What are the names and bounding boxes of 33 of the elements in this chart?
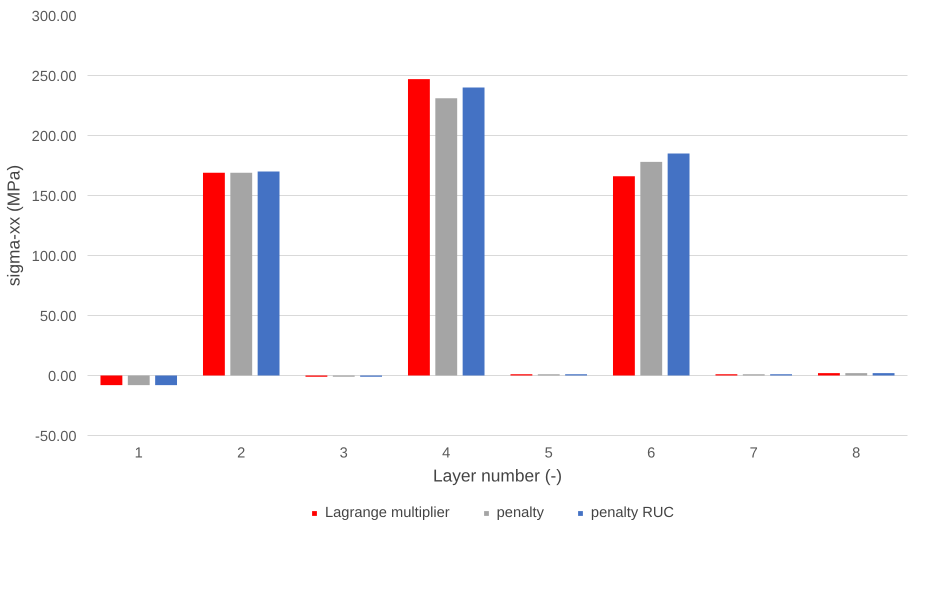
bar [435, 98, 458, 376]
bar [128, 376, 150, 386]
bar [668, 154, 690, 376]
x-tick-label: 5 [544, 446, 553, 462]
legend-label: penalty [496, 505, 544, 521]
y-tick-label: 50.00 [40, 309, 77, 325]
bar [408, 79, 430, 376]
x-tick-label: 7 [750, 446, 758, 462]
y-tick-label: -50.00 [34, 429, 77, 445]
y-tick-label: 250.00 [32, 69, 76, 85]
y-tick-label: 0.00 [48, 369, 77, 385]
x-tick-label: 3 [340, 446, 348, 462]
x-tick-label: 6 [647, 446, 656, 462]
bar [202, 172, 225, 376]
bar [155, 376, 178, 386]
y-axis-title: sigma-xx (MPa) [4, 164, 24, 286]
bar [100, 376, 122, 386]
bar [612, 176, 635, 376]
x-tick-label: 2 [237, 446, 246, 462]
y-tick-label: 200.00 [32, 129, 76, 145]
x-tick-label: 8 [852, 446, 860, 462]
y-tick-label: 100.00 [32, 249, 76, 265]
bar [640, 162, 662, 376]
bar [462, 88, 485, 376]
x-axis-title: Layer number (-) [432, 466, 562, 486]
legend-label: penalty RUC [590, 505, 674, 521]
bar [258, 172, 280, 376]
x-tick-label: 4 [442, 446, 450, 462]
x-tick-label: 1 [134, 446, 143, 462]
y-tick-label: 300.00 [32, 9, 76, 25]
bar [230, 172, 252, 376]
legend-label: Lagrange multiplier [324, 505, 450, 521]
y-tick-label: 150.00 [32, 189, 76, 205]
